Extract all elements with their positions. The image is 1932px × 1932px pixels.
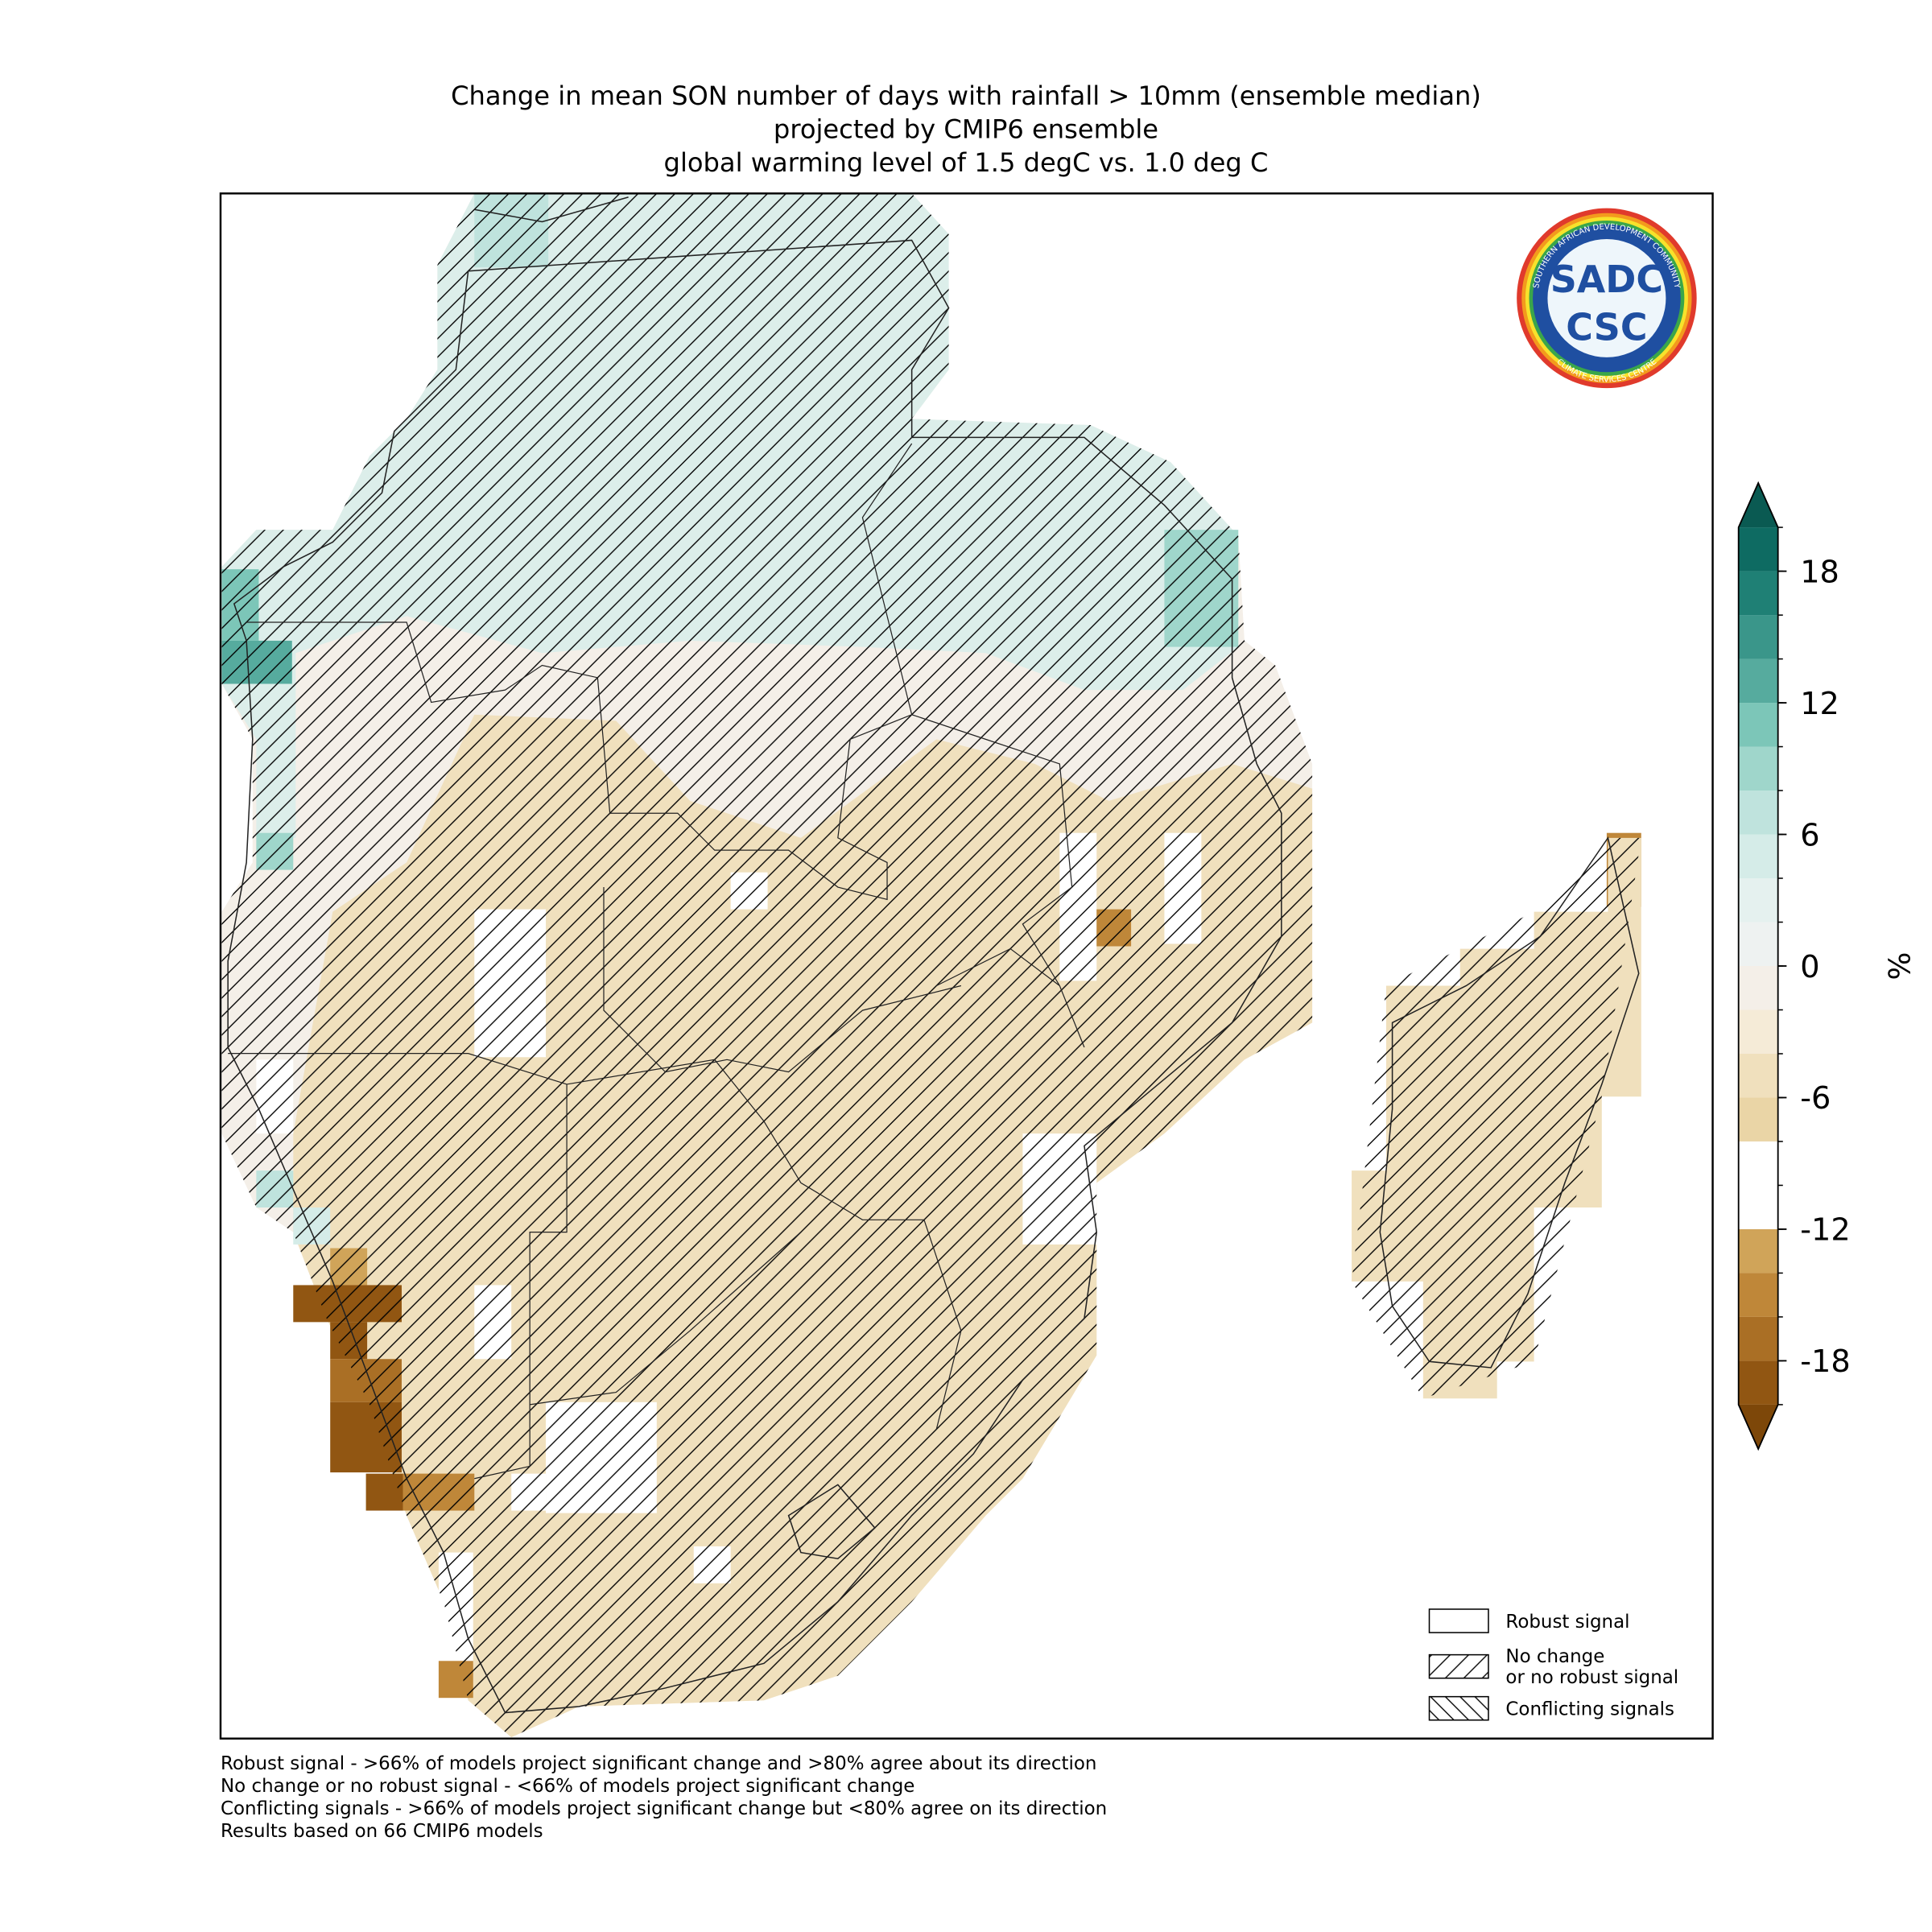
- colorbar-band: [1738, 1316, 1778, 1361]
- colorbar-band: [1738, 1273, 1778, 1317]
- colorbar-band: [1738, 878, 1778, 923]
- colorbar-band: [1738, 1009, 1778, 1054]
- colorbar-band: [1738, 1185, 1778, 1229]
- legend-label: Conflicting signals: [1505, 1699, 1674, 1720]
- legend-label: Robust signal: [1505, 1612, 1629, 1633]
- legend-label: or no robust signal: [1505, 1667, 1678, 1688]
- chart-title: Change in mean SON number of days with r…: [451, 80, 1481, 111]
- colorbar-band: [1738, 966, 1778, 1010]
- logo-name: SADC: [1550, 258, 1663, 301]
- colorbar-band: [1738, 1053, 1778, 1098]
- colorbar-band: [1738, 834, 1778, 879]
- colorbar-band: [1738, 571, 1778, 616]
- legend-label: No change: [1505, 1646, 1604, 1667]
- colorbar-band: [1738, 791, 1778, 835]
- colorbar-tick-label: 0: [1800, 949, 1819, 985]
- colorbar-band: [1738, 527, 1778, 572]
- colorbar-band: [1738, 1360, 1778, 1405]
- coastline: [227, 196, 1640, 1714]
- colorbar-band: [1738, 615, 1778, 659]
- colorbar-band: [1738, 703, 1778, 747]
- legend-swatch: [1428, 1653, 1489, 1679]
- colorbar-band: [1738, 1228, 1778, 1274]
- colorbar-band: [1738, 922, 1778, 966]
- colorbar-extend-top: [1738, 483, 1778, 528]
- footnote: Results based on 66 CMIP6 models: [221, 1821, 543, 1842]
- hatch: [221, 193, 1313, 1738]
- colorbar-extend-bottom: [1738, 1404, 1778, 1449]
- chart-title: projected by CMIP6 ensemble: [774, 114, 1158, 144]
- colorbar-tick-label: -18: [1800, 1344, 1850, 1380]
- colorbar-band: [1738, 1141, 1778, 1186]
- colorbar-tick-label: 18: [1800, 554, 1839, 590]
- colorbar-tick-label: -12: [1800, 1212, 1850, 1249]
- map-frame: [219, 192, 1714, 1740]
- colorbar-band: [1738, 1097, 1778, 1141]
- footnote: Conflicting signals - >66% of models pro…: [221, 1798, 1107, 1819]
- colorbar-band: [1738, 746, 1778, 791]
- logo-unit: CSC: [1566, 305, 1647, 349]
- legend-swatch: [1428, 1695, 1489, 1721]
- colorbar-tick-label: -6: [1800, 1080, 1831, 1117]
- colorbar-label: %: [1882, 952, 1917, 980]
- borders: [228, 443, 1085, 1480]
- hatch-madagascar: [1352, 837, 1641, 1399]
- colorbar-band: [1738, 658, 1778, 704]
- colorbar-tick-label: 6: [1800, 817, 1819, 853]
- map: [221, 193, 1641, 1738]
- footnote: No change or no robust signal - <66% of …: [221, 1776, 914, 1797]
- chart-title: global warming level of 1.5 degC vs. 1.0…: [664, 147, 1269, 178]
- logo: SOUTHERN AFRICAN DEVELOPMENT COMMUNITY C…: [1517, 208, 1697, 389]
- logo-disc: [1547, 238, 1666, 357]
- footnote: Robust signal - >66% of models project s…: [221, 1753, 1096, 1774]
- legend-swatch: [1428, 1608, 1489, 1633]
- colorbar-tick-label: 12: [1800, 686, 1839, 722]
